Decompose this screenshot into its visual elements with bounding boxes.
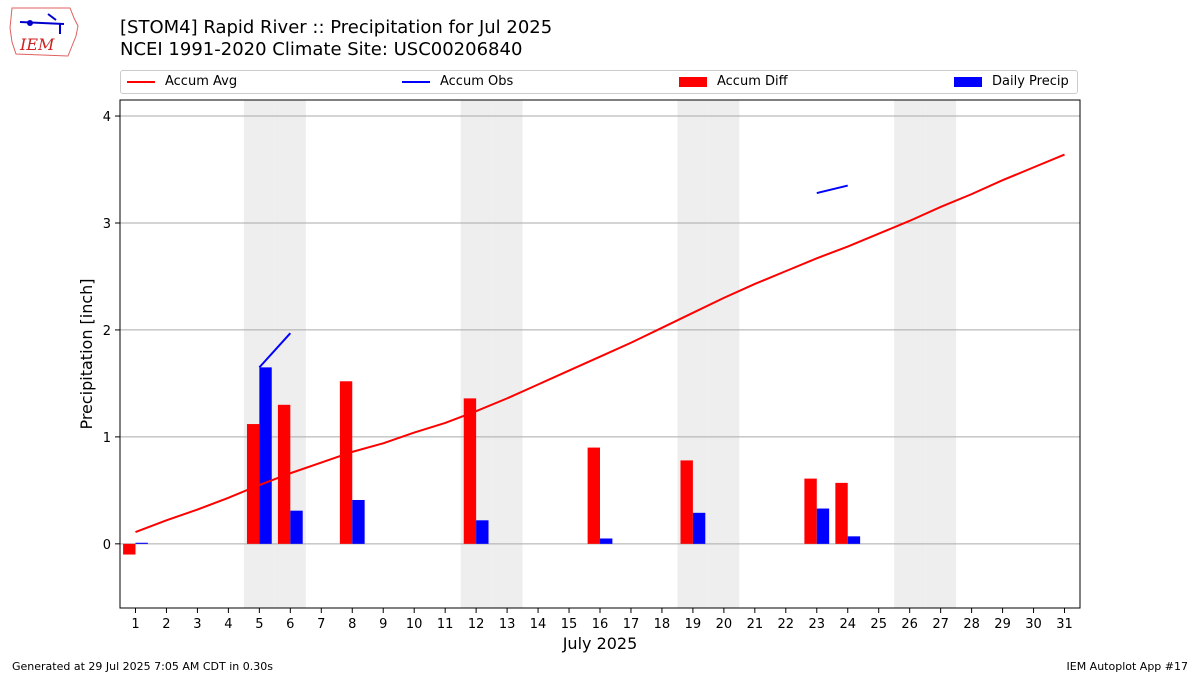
legend-label-accum-avg: Accum Avg bbox=[165, 74, 238, 89]
bar-accum-diff bbox=[339, 381, 353, 544]
x-tick-label: 18 bbox=[654, 617, 671, 632]
bar-daily-precip bbox=[692, 512, 706, 544]
x-tick-label: 13 bbox=[499, 617, 516, 632]
bar-daily-precip bbox=[135, 542, 148, 544]
y-tick-label: 2 bbox=[103, 324, 111, 339]
footer-app: IEM Autoplot App #17 bbox=[1066, 660, 1189, 673]
legend: Accum Avg Accum Obs Accum Diff Daily Pre… bbox=[120, 70, 1078, 94]
x-tick-label: 2 bbox=[162, 617, 170, 632]
x-tick-label: 14 bbox=[530, 617, 547, 632]
x-tick-label: 30 bbox=[1025, 617, 1042, 632]
y-axis-label: Precipitation [inch] bbox=[77, 278, 96, 429]
bar-accum-diff bbox=[123, 543, 136, 555]
logo-text: IEM bbox=[19, 35, 55, 54]
x-tick-label: 4 bbox=[224, 617, 232, 632]
legend-label-accum-diff: Accum Diff bbox=[717, 74, 788, 89]
bar-accum-diff bbox=[587, 447, 600, 544]
y-tick-label: 1 bbox=[103, 431, 111, 446]
legend-label-daily-precip: Daily Precip bbox=[992, 74, 1069, 89]
y-tick-label: 3 bbox=[103, 217, 111, 232]
x-tick-label: 9 bbox=[379, 617, 387, 632]
line-accum-obs bbox=[258, 332, 292, 369]
x-tick-label: 24 bbox=[839, 617, 856, 632]
bar-accum-diff bbox=[804, 478, 817, 544]
x-tick-label: 29 bbox=[994, 617, 1011, 632]
x-tick-label: 31 bbox=[1056, 617, 1073, 632]
bar-accum-diff bbox=[835, 482, 848, 544]
bar-daily-precip bbox=[816, 508, 830, 544]
x-tick-label: 6 bbox=[286, 617, 294, 632]
legend-swatch-accum-avg bbox=[127, 80, 155, 83]
x-tick-label: 12 bbox=[468, 617, 485, 632]
x-tick-label: 8 bbox=[348, 617, 356, 632]
bar-daily-precip bbox=[352, 499, 365, 544]
y-tick-label: 0 bbox=[103, 538, 111, 553]
weekend-shade bbox=[491, 100, 523, 608]
x-tick-label: 17 bbox=[623, 617, 640, 632]
chart-subtitle: NCEI 1991-2020 Climate Site: USC00206840 bbox=[120, 39, 523, 60]
x-tick-label: 26 bbox=[901, 617, 918, 632]
x-tick-label: 7 bbox=[317, 617, 325, 632]
x-tick-label: 25 bbox=[870, 617, 887, 632]
plot-frame bbox=[119, 99, 1081, 609]
iem-logo: IEM bbox=[8, 6, 80, 58]
weekend-shade bbox=[708, 100, 740, 608]
x-tick-label: 1 bbox=[131, 617, 139, 632]
bar-accum-diff bbox=[277, 404, 291, 544]
x-tick-label: 23 bbox=[809, 617, 826, 632]
bar-daily-precip bbox=[290, 510, 303, 544]
bar-daily-precip bbox=[259, 367, 272, 544]
line-accum-obs bbox=[816, 184, 848, 195]
bar-accum-diff bbox=[246, 424, 260, 544]
x-tick-label: 16 bbox=[592, 617, 609, 632]
x-tick-label: 21 bbox=[747, 617, 764, 632]
bar-daily-precip bbox=[847, 536, 861, 544]
legend-item-daily-precip: Daily Precip bbox=[954, 74, 1069, 89]
bar-accum-diff bbox=[680, 460, 693, 544]
x-tick-label: 28 bbox=[963, 617, 980, 632]
bar-accum-diff bbox=[463, 398, 477, 544]
x-tick-label: 10 bbox=[406, 617, 423, 632]
x-tick-label: 19 bbox=[685, 617, 702, 632]
bar-daily-precip bbox=[476, 520, 489, 544]
chart-title: [STOM4] Rapid River :: Precipitation for… bbox=[120, 17, 553, 38]
x-tick-label: 20 bbox=[716, 617, 733, 632]
x-tick-label: 11 bbox=[437, 617, 454, 632]
x-tick-label: 5 bbox=[255, 617, 263, 632]
weekend-shade bbox=[894, 100, 926, 608]
x-axis-label: July 2025 bbox=[562, 634, 638, 653]
weekend-shade bbox=[925, 100, 957, 608]
x-tick-label: 15 bbox=[561, 617, 578, 632]
x-tick-label: 22 bbox=[778, 617, 795, 632]
x-tick-label: 3 bbox=[193, 617, 201, 632]
legend-swatch-accum-obs bbox=[402, 80, 430, 83]
legend-swatch-accum-diff bbox=[679, 76, 707, 87]
legend-item-accum-avg: Accum Avg bbox=[127, 74, 237, 89]
x-tick-label: 27 bbox=[932, 617, 949, 632]
legend-item-accum-diff: Accum Diff bbox=[679, 74, 788, 89]
legend-swatch-daily-precip bbox=[954, 76, 982, 87]
bar-daily-precip bbox=[600, 538, 613, 544]
y-tick-label: 4 bbox=[103, 110, 111, 125]
legend-item-accum-obs: Accum Obs bbox=[402, 74, 513, 89]
legend-label-accum-obs: Accum Obs bbox=[440, 74, 514, 89]
footer-generated: Generated at 29 Jul 2025 7:05 AM CDT in … bbox=[12, 660, 273, 673]
line-accum-avg bbox=[135, 153, 1065, 534]
